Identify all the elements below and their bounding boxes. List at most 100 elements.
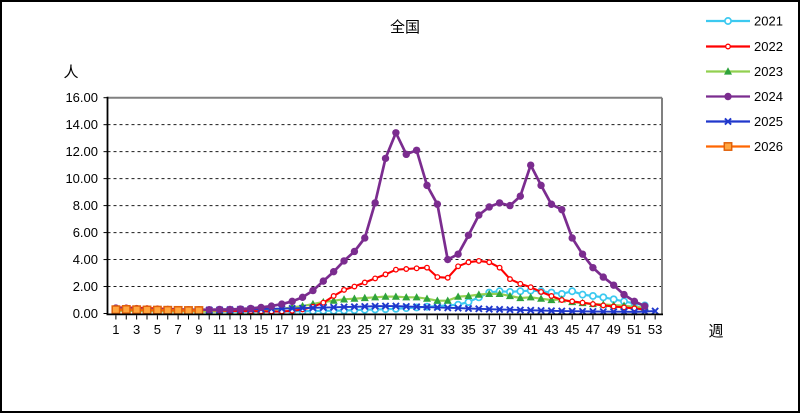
series-2022-marker-w29 — [403, 266, 410, 272]
series-2022-marker-w45 — [569, 298, 576, 305]
series-2025-marker-w18 — [288, 304, 296, 313]
x-tick-label-15: 15 — [254, 322, 268, 337]
series-2026-marker-w3 — [132, 305, 142, 315]
series-2022-marker-w40 — [517, 280, 524, 287]
series-2023-line — [114, 292, 646, 313]
x-tick-label-5: 5 — [154, 322, 161, 337]
series-2024-marker-w16 — [267, 302, 276, 310]
series-2023-marker-w28 — [391, 292, 400, 300]
series-2024-marker-w13 — [236, 305, 245, 313]
series-2023-marker-w35 — [464, 291, 473, 300]
y-tick-label-0.00: 0.00 — [73, 306, 98, 321]
series-2025-marker-w39 — [506, 305, 514, 314]
series-2024-marker-w19 — [298, 293, 307, 302]
series-2025-marker-w19 — [298, 304, 307, 312]
series-2023-marker-w42 — [537, 294, 546, 302]
series-2024-marker-w44 — [558, 205, 566, 214]
series-2025-marker-w20 — [309, 304, 317, 312]
y-tick-label-6.00: 6.00 — [73, 225, 98, 240]
x-tick-label-33: 33 — [441, 322, 455, 337]
series-2024-marker-w23 — [340, 257, 348, 265]
series-2023-marker-w33 — [443, 296, 452, 304]
series-2023-marker-w40 — [516, 293, 525, 302]
series-2022-marker-w48 — [600, 302, 607, 309]
series-2022-marker-w43 — [548, 293, 555, 299]
series-2023-marker-w29 — [402, 293, 411, 301]
series-2023-marker-w34 — [454, 292, 463, 300]
series-layer — [111, 129, 659, 316]
series-2023-marker-w32 — [433, 296, 442, 304]
series-2026-marker-w9 — [194, 306, 204, 315]
series-2022-marker-w38 — [496, 264, 503, 271]
series-2023-marker-w25 — [360, 293, 369, 302]
x-tick-label-21: 21 — [316, 322, 330, 337]
series-2025-marker-w27 — [381, 302, 390, 310]
x-tick-label-53: 53 — [648, 322, 662, 337]
series-2022-marker-w23 — [341, 286, 347, 293]
legend: 2021 2022 2023 2024 2025 2026 — [706, 14, 783, 154]
series-2025-marker-w22 — [329, 303, 338, 312]
series-2024-marker-w22 — [329, 267, 338, 276]
legend-entry-2025: 2025 — [706, 114, 783, 129]
series-2024-marker-w42 — [537, 181, 545, 190]
series-2024-marker-w32 — [433, 200, 442, 208]
y-tick-label-8.00: 8.00 — [73, 198, 98, 213]
series-2024-marker-w43 — [547, 200, 556, 208]
series-2022-marker-w30 — [413, 265, 420, 272]
series-2022-marker-w50 — [621, 304, 627, 311]
chart-title: 全国 — [390, 18, 420, 36]
series-2024-marker-w33 — [444, 255, 452, 264]
legend-marker-2026 — [723, 142, 733, 151]
series-2025-marker-w46 — [578, 307, 587, 316]
legend-marker-2021 — [724, 17, 732, 25]
series-2022-marker-w28 — [392, 266, 399, 273]
x-tick-label-23: 23 — [337, 322, 351, 337]
series-2024-marker-w25 — [361, 234, 369, 242]
series-2022-marker-w21 — [320, 299, 327, 306]
series-2024-marker-w24 — [350, 247, 359, 256]
x-tick-label-11: 11 — [213, 322, 227, 337]
series-2024-marker-w36 — [475, 211, 483, 219]
x-tick-label-43: 43 — [544, 322, 558, 337]
series-2023-marker-w36 — [474, 290, 483, 298]
series-2022-marker-w47 — [589, 301, 596, 308]
series-2023-marker-w31 — [423, 294, 431, 302]
series-2024-marker-w49 — [609, 281, 618, 289]
x-axis-unit-label: 週 — [708, 323, 723, 340]
series-2025-marker-w34 — [454, 304, 462, 312]
series-2022-marker-w25 — [361, 279, 368, 286]
gridlines-layer — [107, 124, 662, 288]
legend-entry-2022: 2022 — [706, 39, 783, 54]
series-2025-marker-w36 — [475, 305, 483, 313]
series-2022-marker-w32 — [434, 274, 441, 281]
x-tick-label-37: 37 — [482, 322, 496, 337]
series-2025-marker-w38 — [495, 305, 504, 314]
series-2021-marker-w48 — [599, 293, 608, 302]
series-2021-marker-w46 — [578, 290, 587, 299]
axes-layer: 0.00 2.00 4.00 6.00 8.00 10.00 12.00 14.00 16.00… — [65, 90, 663, 337]
legend-marker-2025 — [724, 117, 732, 126]
series-2025-marker-w43 — [547, 307, 556, 315]
series-2024-marker-w46 — [578, 250, 587, 258]
series-2022-marker-w26 — [372, 275, 379, 282]
series-2024-marker-w28 — [392, 129, 400, 137]
series-2025-marker-w45 — [568, 307, 576, 315]
series-2026 — [111, 305, 204, 315]
series-2023-marker-w22 — [329, 296, 338, 304]
series-2024-marker-w35 — [464, 231, 473, 239]
x-tick-label-3: 3 — [133, 322, 140, 337]
legend-label-2026: 2026 — [754, 139, 783, 154]
series-2024-marker-w12 — [226, 305, 234, 314]
y-tick-label-12.00: 12.00 — [65, 144, 98, 159]
series-2024-marker-w17 — [278, 300, 286, 308]
y-tick-label-14.00: 14.00 — [65, 117, 98, 132]
series-2022-marker-w41 — [527, 284, 534, 291]
series-2022-marker-w35 — [465, 259, 472, 266]
legend-entry-2026: 2026 — [706, 139, 783, 154]
series-2025-marker-w25 — [361, 302, 369, 311]
series-2022-marker-w27 — [382, 271, 389, 278]
series-2025-marker-w26 — [371, 302, 379, 310]
x-tick-label-29: 29 — [399, 322, 413, 337]
